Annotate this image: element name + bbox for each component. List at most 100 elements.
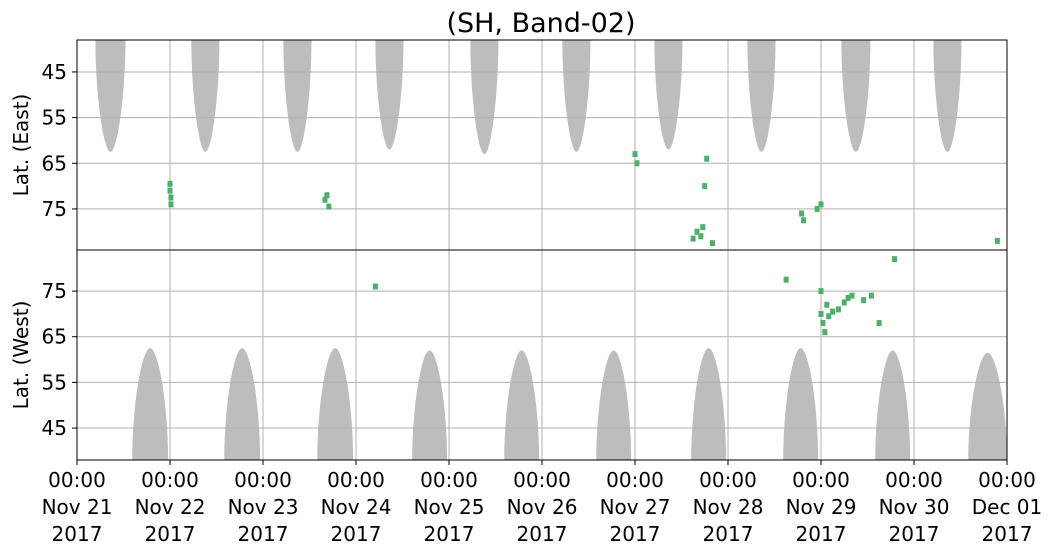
x-tick-year: 2017 xyxy=(52,522,103,546)
event-marker xyxy=(690,235,696,242)
x-tick-year: 2017 xyxy=(796,522,847,546)
no-data-region xyxy=(412,350,448,460)
no-data-region xyxy=(470,40,499,155)
event-marker xyxy=(818,288,824,295)
event-marker xyxy=(892,256,898,263)
no-data-region xyxy=(562,40,591,152)
x-tick-year: 2017 xyxy=(703,522,754,546)
bottom-panel-yticks: 75 65 55 45 xyxy=(42,279,77,440)
x-tick-time: 00:00 xyxy=(978,468,1036,492)
top-panel-plot-area xyxy=(76,39,1008,251)
no-data-region xyxy=(283,40,312,152)
event-marker xyxy=(167,180,173,187)
event-marker xyxy=(861,297,867,304)
x-tick-time: 00:00 xyxy=(420,468,478,492)
event-marker xyxy=(801,217,807,224)
no-data-region xyxy=(691,348,727,460)
event-marker xyxy=(799,210,805,217)
no-data-region xyxy=(317,348,354,460)
top-panel-yticks: 45 55 65 75 xyxy=(42,60,77,221)
bottom-panel-ylabel: Lat. (West) xyxy=(9,301,33,410)
event-marker xyxy=(868,292,874,299)
x-tick-date: Nov 26 xyxy=(507,495,578,519)
x-tick-year: 2017 xyxy=(145,522,196,546)
x-tick-date: Dec 01 xyxy=(972,495,1043,519)
no-data-region xyxy=(596,350,632,460)
event-marker xyxy=(702,183,708,190)
x-tick-time: 00:00 xyxy=(234,468,292,492)
no-data-region xyxy=(933,40,962,152)
bottom-panel: Lat. (West) 75 65 55 45 xyxy=(9,249,1008,461)
event-marker xyxy=(818,310,824,317)
event-marker xyxy=(818,201,824,208)
no-data-region xyxy=(747,40,776,152)
x-tick-date: Nov 27 xyxy=(600,495,671,519)
event-marker xyxy=(700,224,706,231)
y-tick-label: 55 xyxy=(42,370,67,394)
no-data-region xyxy=(841,40,871,152)
event-marker xyxy=(698,233,704,240)
x-tick-time: 00:00 xyxy=(606,468,664,492)
no-data-region xyxy=(968,352,1007,460)
event-marker xyxy=(994,237,1000,244)
x-tick-date: Nov 25 xyxy=(414,495,485,519)
no-data-region xyxy=(875,350,911,460)
no-data-region xyxy=(132,348,169,460)
x-tick-year: 2017 xyxy=(517,522,568,546)
no-data-region xyxy=(95,40,126,152)
event-marker xyxy=(322,196,328,203)
event-marker xyxy=(814,205,820,212)
no-data-region xyxy=(375,40,404,150)
chart-title: (SH, Band-02) xyxy=(446,8,635,39)
top-panel-ylabel: Lat. (East) xyxy=(9,94,33,197)
event-marker xyxy=(849,292,855,299)
event-marker xyxy=(783,276,789,283)
event-marker xyxy=(324,192,330,199)
event-marker xyxy=(826,313,832,320)
y-tick-label: 55 xyxy=(42,106,67,130)
event-marker xyxy=(634,160,640,167)
x-tick-time: 00:00 xyxy=(513,468,571,492)
event-marker xyxy=(835,306,841,313)
no-data-region xyxy=(504,350,540,460)
event-marker xyxy=(820,320,826,327)
no-data-region xyxy=(783,348,819,460)
x-tick-time: 00:00 xyxy=(885,468,943,492)
event-marker xyxy=(710,240,715,247)
x-tick-date: Nov 21 xyxy=(42,495,113,519)
event-marker xyxy=(830,308,836,315)
no-data-region xyxy=(191,40,220,152)
x-tick-time: 00:00 xyxy=(699,468,757,492)
event-marker xyxy=(841,299,847,306)
event-marker xyxy=(694,228,700,235)
bottom-panel-plot-area xyxy=(76,249,1008,461)
x-tick-time: 00:00 xyxy=(792,468,850,492)
event-marker xyxy=(167,187,173,194)
x-tick-year: 2017 xyxy=(889,522,940,546)
y-tick-label: 45 xyxy=(42,60,67,84)
no-data-region xyxy=(224,348,261,460)
y-tick-label: 75 xyxy=(42,197,67,221)
event-marker xyxy=(876,320,882,327)
y-tick-label: 65 xyxy=(42,151,67,175)
y-tick-label: 45 xyxy=(42,416,67,440)
x-tick-date: Nov 22 xyxy=(135,495,206,519)
x-tick-time: 00:00 xyxy=(48,468,106,492)
x-axis-ticks: 00:00 Nov 21 2017 00:00 Nov 22 2017 00:00 Nov 2… xyxy=(42,460,1043,546)
event-marker xyxy=(845,294,851,301)
x-tick-year: 2017 xyxy=(982,522,1033,546)
event-marker xyxy=(326,203,332,210)
x-tick-year: 2017 xyxy=(610,522,661,546)
event-marker xyxy=(168,201,174,208)
no-data-region xyxy=(654,40,683,150)
event-marker xyxy=(704,155,710,162)
x-tick-date: Nov 28 xyxy=(693,495,764,519)
x-tick-date: Nov 24 xyxy=(321,495,392,519)
x-tick-year: 2017 xyxy=(238,522,289,546)
x-tick-date: Nov 23 xyxy=(228,495,299,519)
top-panel: Lat. (East) 45 55 65 75 xyxy=(9,39,1008,251)
event-marker xyxy=(372,283,378,290)
x-tick-year: 2017 xyxy=(331,522,382,546)
y-tick-label: 65 xyxy=(42,325,67,349)
